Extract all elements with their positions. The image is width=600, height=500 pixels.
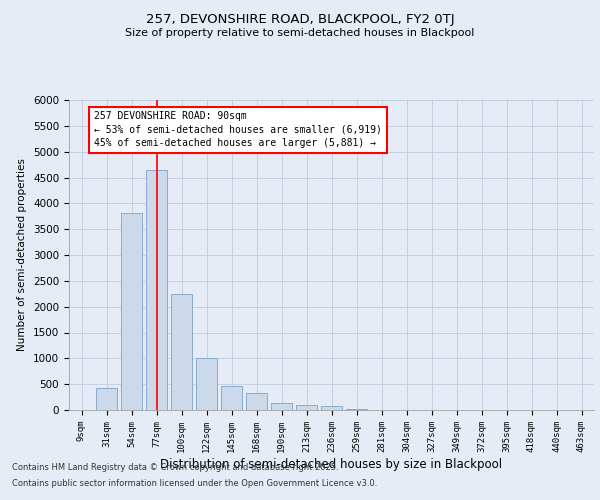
Text: Contains HM Land Registry data © Crown copyright and database right 2025.: Contains HM Land Registry data © Crown c… — [12, 464, 338, 472]
Bar — [121, 212, 142, 410]
X-axis label: Distribution of semi-detached houses by size in Blackpool: Distribution of semi-detached houses by … — [160, 458, 503, 470]
Text: 257, DEVONSHIRE ROAD, BLACKPOOL, FY2 0TJ: 257, DEVONSHIRE ROAD, BLACKPOOL, FY2 0TJ — [146, 12, 454, 26]
Bar — [346, 409, 367, 410]
Bar — [321, 406, 342, 410]
Text: 257 DEVONSHIRE ROAD: 90sqm
← 53% of semi-detached houses are smaller (6,919)
45%: 257 DEVONSHIRE ROAD: 90sqm ← 53% of semi… — [94, 112, 382, 148]
Text: Size of property relative to semi-detached houses in Blackpool: Size of property relative to semi-detach… — [125, 28, 475, 38]
Bar — [246, 394, 267, 410]
Bar — [171, 294, 192, 410]
Bar — [221, 386, 242, 410]
Bar — [196, 358, 217, 410]
Bar — [296, 405, 317, 410]
Bar — [146, 170, 167, 410]
Y-axis label: Number of semi-detached properties: Number of semi-detached properties — [17, 158, 28, 352]
Bar — [96, 388, 117, 410]
Text: Contains public sector information licensed under the Open Government Licence v3: Contains public sector information licen… — [12, 478, 377, 488]
Bar — [271, 404, 292, 410]
